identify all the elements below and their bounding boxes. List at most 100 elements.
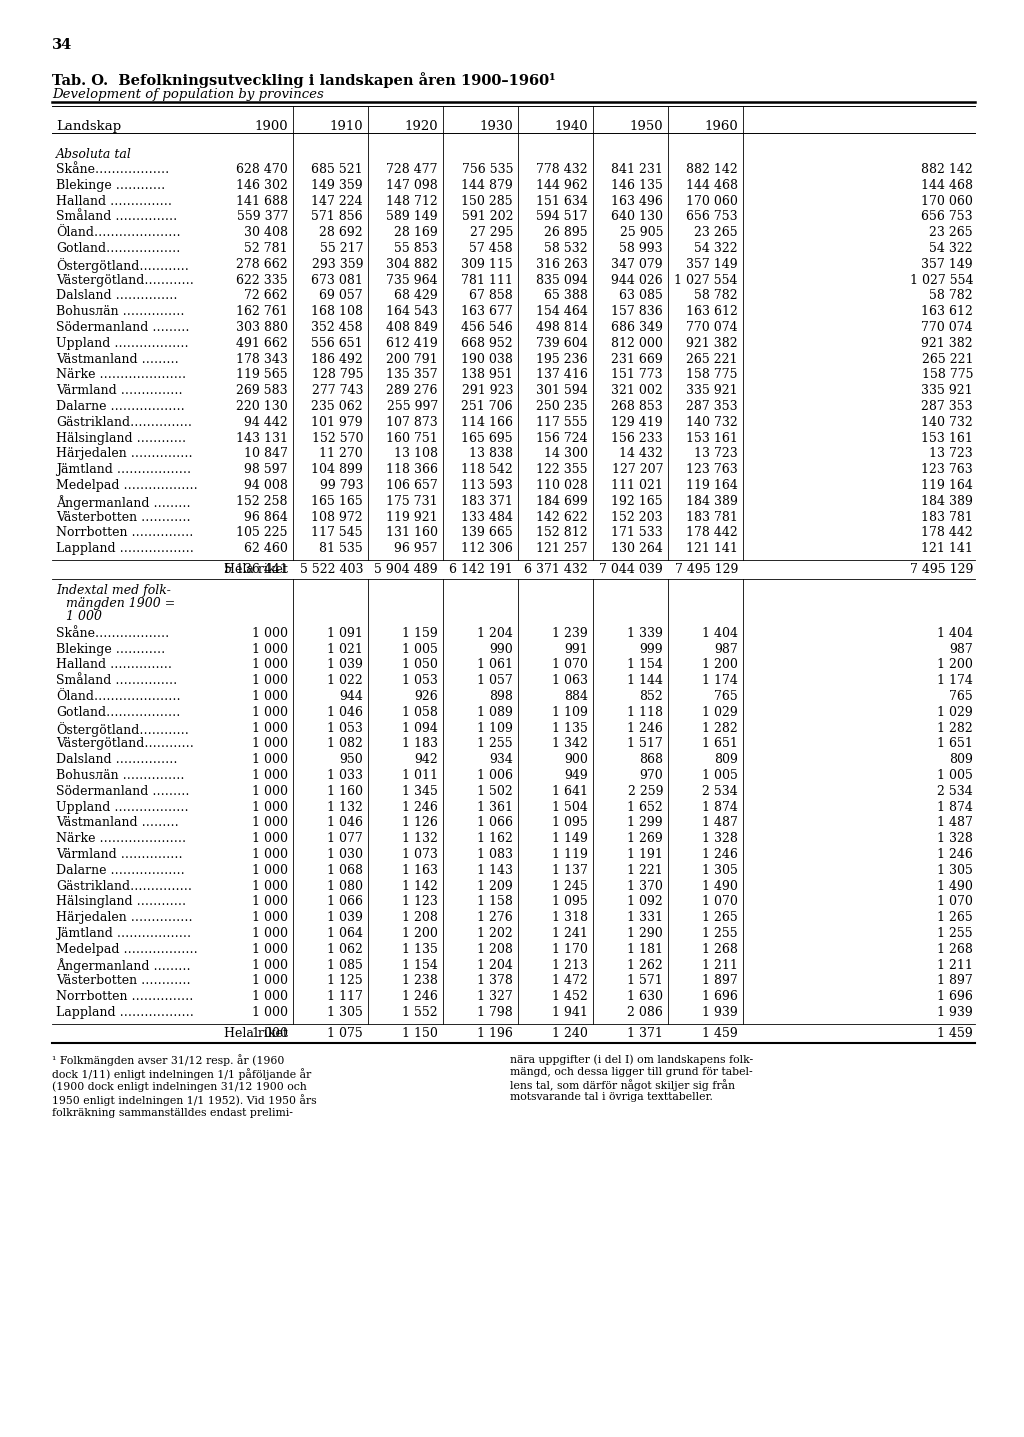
Text: 321 002: 321 002	[611, 384, 663, 397]
Text: 1 282: 1 282	[702, 721, 738, 734]
Text: 119 565: 119 565	[237, 368, 288, 381]
Text: 1 144: 1 144	[627, 674, 663, 687]
Text: 1 000: 1 000	[252, 816, 288, 829]
Text: 220 130: 220 130	[237, 399, 288, 412]
Text: 1 318: 1 318	[552, 911, 588, 924]
Text: 143 131: 143 131	[236, 431, 288, 444]
Text: 852: 852	[639, 690, 663, 703]
Text: 6 142 191: 6 142 191	[450, 563, 513, 576]
Text: 255 997: 255 997	[387, 399, 438, 412]
Text: 151 634: 151 634	[537, 194, 588, 207]
Text: 118 542: 118 542	[461, 463, 513, 476]
Text: 1 163: 1 163	[402, 864, 438, 877]
Text: Västerbotten …………: Västerbotten …………	[56, 510, 190, 523]
Text: 1 162: 1 162	[477, 832, 513, 845]
Text: 195 236: 195 236	[537, 352, 588, 365]
Text: Indextal med folk-: Indextal med folk-	[56, 583, 171, 596]
Text: 1940: 1940	[554, 121, 588, 134]
Text: Norrbotten ……………: Norrbotten ……………	[56, 990, 194, 1003]
Text: 1 174: 1 174	[937, 674, 973, 687]
Text: Småland ……………: Småland ……………	[56, 210, 177, 223]
Text: 121 257: 121 257	[537, 542, 588, 555]
Text: 54 322: 54 322	[930, 241, 973, 254]
Text: 1 064: 1 064	[327, 927, 362, 940]
Text: Uppland ………………: Uppland ………………	[56, 800, 188, 813]
Text: 105 225: 105 225	[237, 526, 288, 539]
Text: 154 464: 154 464	[537, 305, 588, 318]
Text: 1 200: 1 200	[702, 658, 738, 671]
Text: 1 070: 1 070	[937, 895, 973, 908]
Text: 1 874: 1 874	[937, 800, 973, 813]
Text: 1 200: 1 200	[402, 927, 438, 940]
Text: 1 011: 1 011	[402, 769, 438, 782]
Text: 1 089: 1 089	[477, 706, 513, 718]
Text: 868: 868	[639, 753, 663, 766]
Text: 335 921: 335 921	[686, 384, 738, 397]
Text: 656 753: 656 753	[922, 210, 973, 223]
Text: 1 029: 1 029	[702, 706, 738, 718]
Text: Gästrikland……………: Gästrikland……………	[56, 879, 193, 892]
Text: 11 270: 11 270	[319, 447, 362, 460]
Text: 251 706: 251 706	[462, 399, 513, 412]
Text: 1 126: 1 126	[402, 816, 438, 829]
Text: 58 782: 58 782	[694, 289, 738, 302]
Text: 1 091: 1 091	[327, 627, 362, 639]
Text: 200 791: 200 791	[386, 352, 438, 365]
Text: 160 751: 160 751	[386, 431, 438, 444]
Text: 104 899: 104 899	[311, 463, 362, 476]
Text: 1 939: 1 939	[702, 1006, 738, 1019]
Text: 1 000: 1 000	[252, 848, 288, 861]
Text: 265 221: 265 221	[922, 352, 973, 365]
Text: 1 641: 1 641	[552, 785, 588, 798]
Text: 13 838: 13 838	[469, 447, 513, 460]
Text: 55 217: 55 217	[319, 241, 362, 254]
Text: 1 213: 1 213	[552, 958, 588, 971]
Text: 1 196: 1 196	[477, 1027, 513, 1040]
Text: 1 696: 1 696	[937, 990, 973, 1003]
Text: 1 150: 1 150	[402, 1027, 438, 1040]
Text: 765: 765	[949, 690, 973, 703]
Text: 309 115: 309 115	[461, 257, 513, 270]
Text: 152 258: 152 258	[237, 494, 288, 507]
Text: 1 000: 1 000	[252, 706, 288, 718]
Text: Blekinge …………: Blekinge …………	[56, 178, 165, 191]
Text: 1 000: 1 000	[252, 1027, 288, 1040]
Text: 1 240: 1 240	[552, 1027, 588, 1040]
Text: 1 181: 1 181	[627, 943, 663, 956]
Text: 1 154: 1 154	[627, 658, 663, 671]
Text: 1 371: 1 371	[627, 1027, 663, 1040]
Text: 835 094: 835 094	[537, 273, 588, 286]
Text: 1900: 1900	[254, 121, 288, 134]
Text: 1 490: 1 490	[702, 879, 738, 892]
Text: 1 029: 1 029	[937, 706, 973, 718]
Text: 1 328: 1 328	[702, 832, 738, 845]
Text: 144 962: 144 962	[537, 178, 588, 191]
Text: 2 534: 2 534	[937, 785, 973, 798]
Text: Östergötland…………: Östergötland…………	[56, 721, 188, 737]
Text: 148 712: 148 712	[386, 194, 438, 207]
Text: 69 057: 69 057	[319, 289, 362, 302]
Text: 921 382: 921 382	[922, 336, 973, 349]
Text: 112 306: 112 306	[461, 542, 513, 555]
Text: 1 005: 1 005	[402, 642, 438, 655]
Text: 456 546: 456 546	[461, 320, 513, 333]
Text: 1 204: 1 204	[477, 627, 513, 639]
Text: 622 335: 622 335	[237, 273, 288, 286]
Text: 728 477: 728 477	[386, 162, 438, 175]
Text: 1 135: 1 135	[402, 943, 438, 956]
Text: 178 343: 178 343	[237, 352, 288, 365]
Text: Västmanland ………: Västmanland ………	[56, 816, 179, 829]
Text: 26 895: 26 895	[545, 226, 588, 239]
Text: 944: 944	[339, 690, 362, 703]
Text: 96 864: 96 864	[244, 510, 288, 523]
Text: 1 239: 1 239	[552, 627, 588, 639]
Text: Lappland ………………: Lappland ………………	[56, 1006, 194, 1019]
Text: 357 149: 357 149	[922, 257, 973, 270]
Text: Lappland ………………: Lappland ………………	[56, 542, 194, 555]
Text: Halland ……………: Halland ……………	[56, 194, 172, 207]
Text: 1 183: 1 183	[402, 737, 438, 750]
Text: 656 753: 656 753	[686, 210, 738, 223]
Text: 1 160: 1 160	[327, 785, 362, 798]
Text: 1 095: 1 095	[552, 816, 588, 829]
Text: 28 169: 28 169	[394, 226, 438, 239]
